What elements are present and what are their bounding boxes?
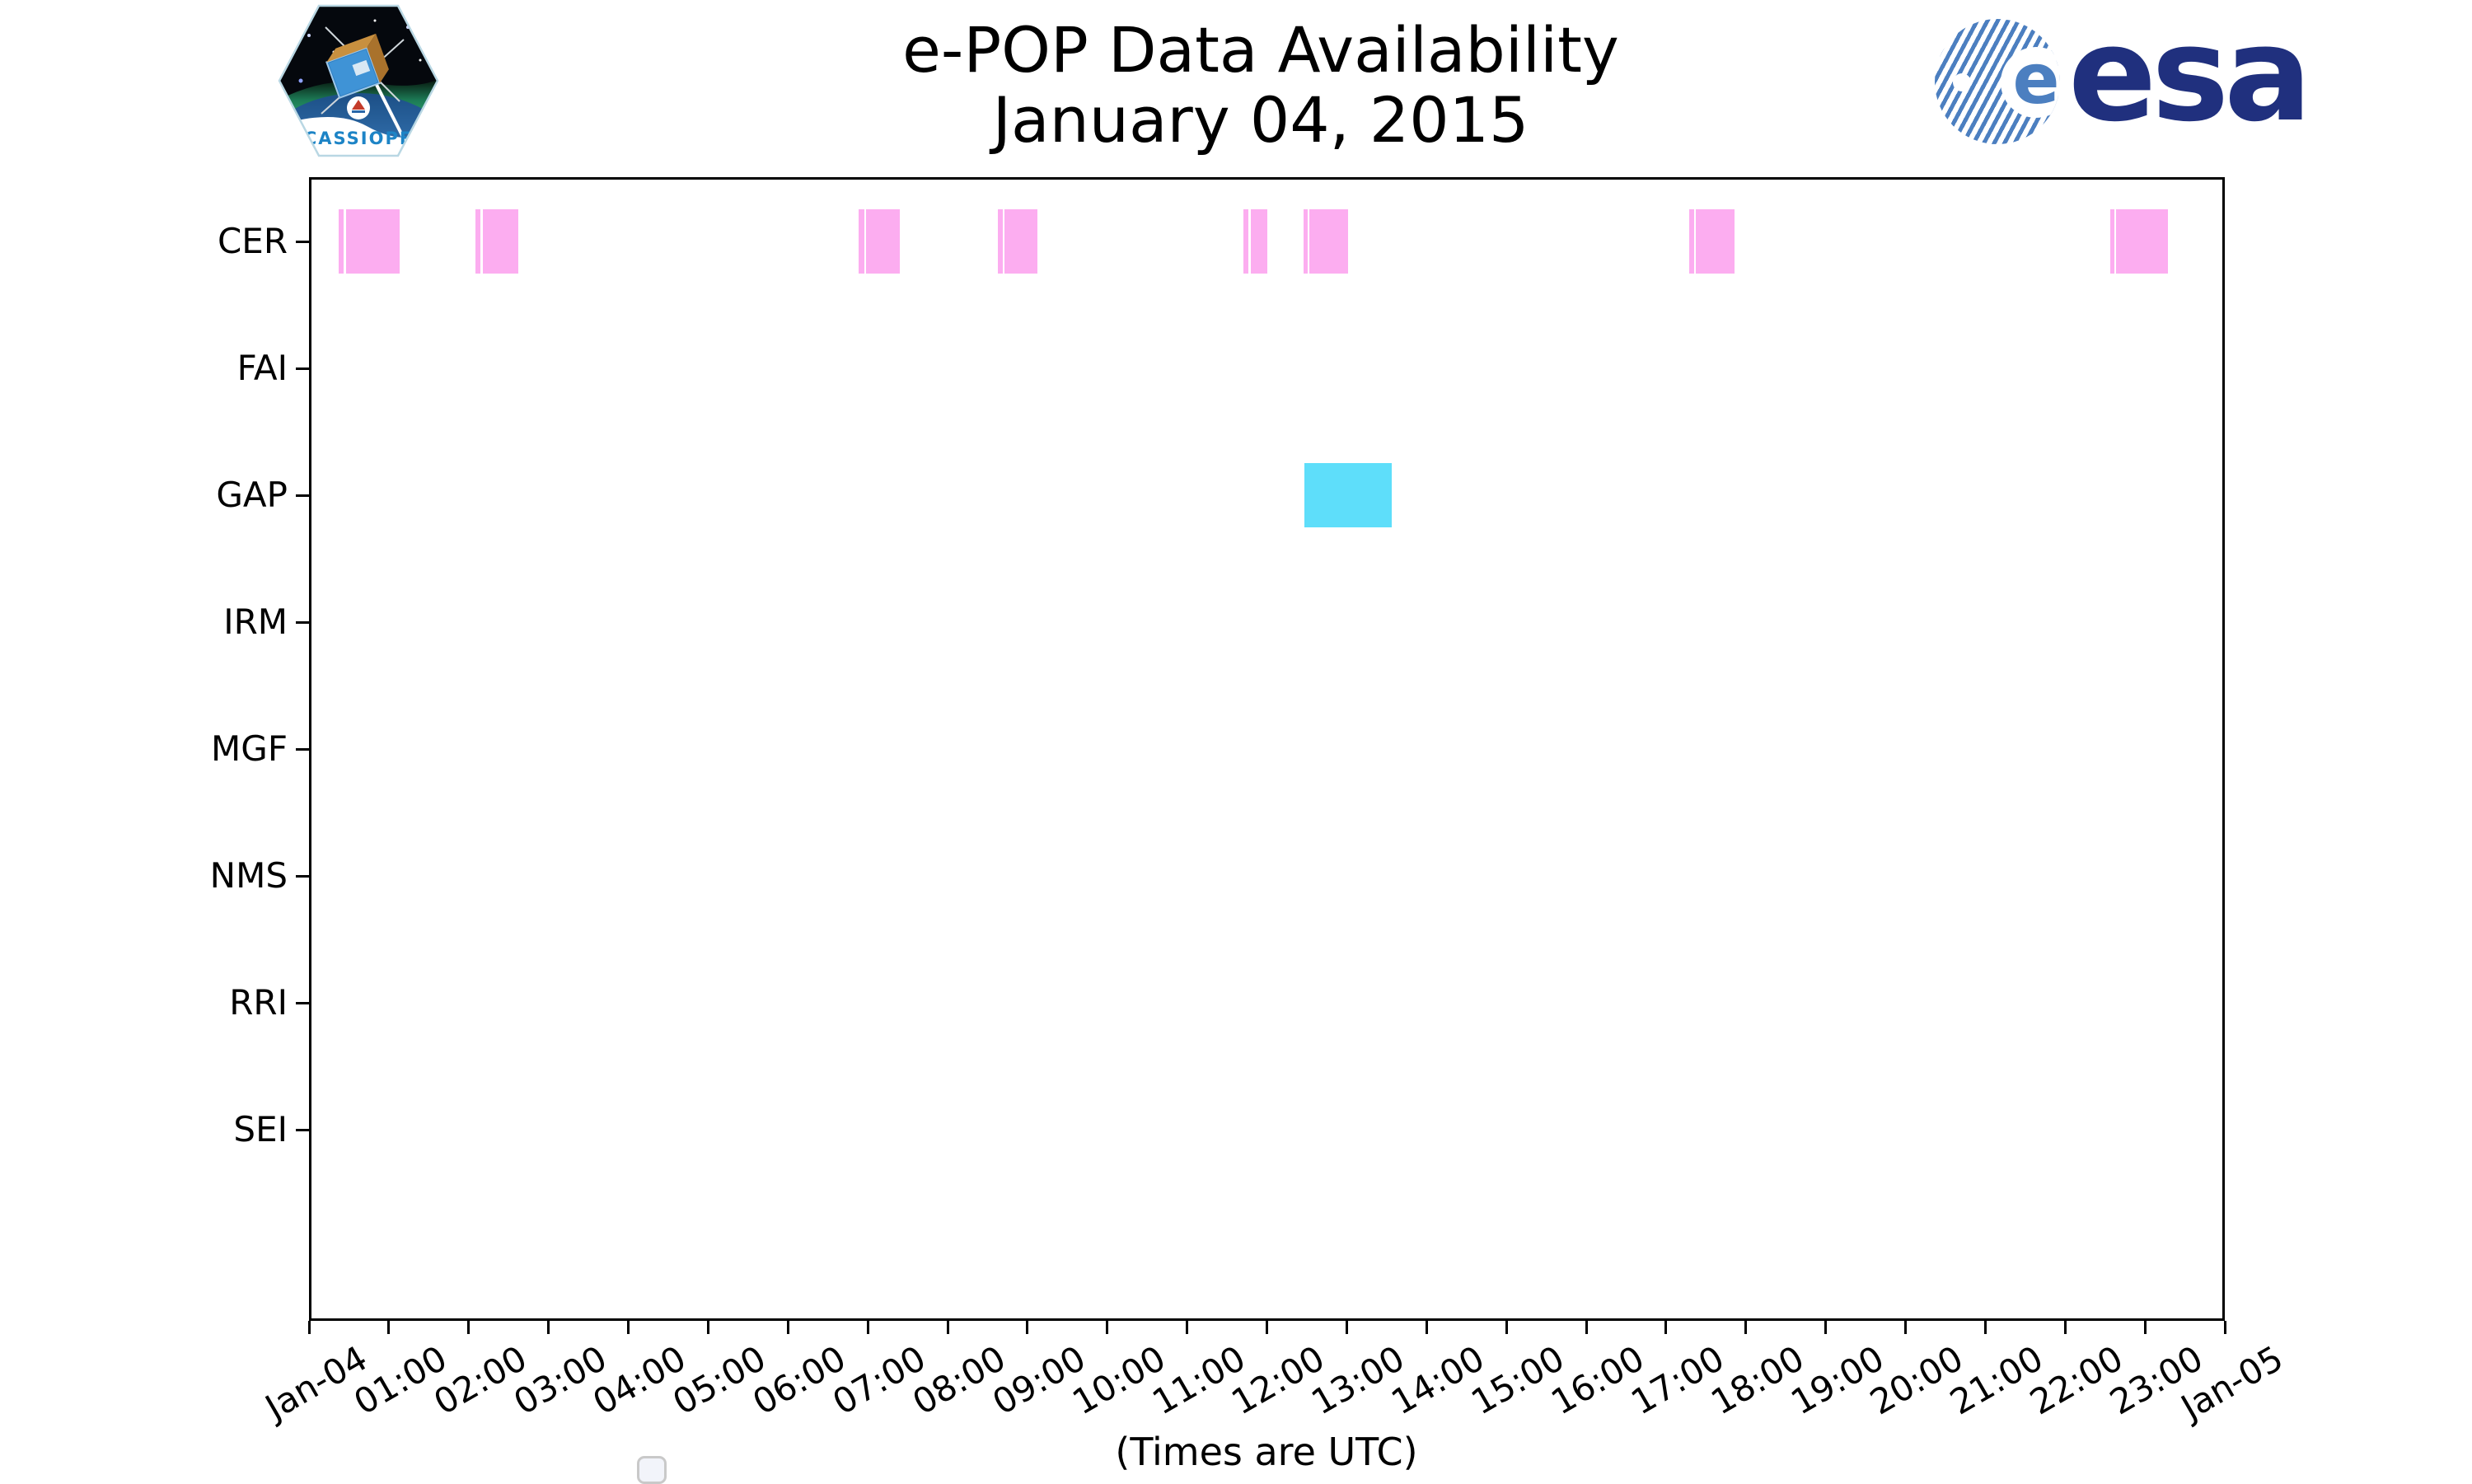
availability-bar-cer (1251, 209, 1268, 274)
availability-bar-cer (1695, 209, 1735, 274)
x-tick-4 (627, 1321, 630, 1334)
availability-bar-cer (998, 209, 1003, 274)
x-tick-0 (307, 1321, 311, 1334)
x-tick-label-2: 02:00 (426, 1337, 534, 1423)
x-tick-label-14: 14:00 (1384, 1337, 1491, 1423)
plot-area (309, 177, 2225, 1484)
x-tick-15 (1505, 1321, 1508, 1334)
availability-bar-cer (858, 209, 865, 274)
x-tick-label-16: 16:00 (1544, 1337, 1651, 1423)
row-label-cer: CER (217, 221, 288, 261)
y-tick-gap (296, 494, 309, 497)
x-tick-label-1: 01:00 (347, 1337, 454, 1423)
esa-wordmark: esa (2068, 0, 2312, 151)
y-tick-nms (296, 874, 309, 878)
availability-bar-cer (483, 209, 518, 274)
cassiope-label: CASSIOPE (304, 129, 413, 148)
x-tick-16 (1585, 1321, 1588, 1334)
availability-bar-cer (1243, 209, 1249, 274)
esa-logo: e esa (1935, 10, 2312, 147)
row-label-fai: FAI (236, 348, 288, 388)
empty-legend-box (637, 1456, 667, 1484)
availability-bar-cer (1688, 209, 1694, 274)
y-tick-fai (296, 367, 309, 370)
row-label-gap: GAP (216, 475, 288, 515)
x-tick-label-17: 17:00 (1624, 1337, 1731, 1423)
x-tick-12 (1266, 1321, 1268, 1334)
y-tick-rri (296, 1001, 309, 1004)
y-tick-cer (296, 240, 309, 243)
x-tick-3 (547, 1321, 550, 1334)
x-tick-label-9: 09:00 (986, 1337, 1093, 1423)
y-tick-irm (296, 620, 309, 624)
chart-title: e-POP Data Availability (902, 13, 1619, 87)
availability-bar-cer (345, 209, 400, 274)
x-tick-11 (1186, 1321, 1189, 1334)
x-tick-label-10: 10:00 (1065, 1337, 1173, 1423)
esa-globe-dot (1953, 73, 1971, 91)
x-tick-label-8: 08:00 (906, 1337, 1013, 1423)
x-tick-10 (1106, 1321, 1109, 1334)
x-tick-20 (1904, 1321, 1907, 1334)
x-tick-label-7: 07:00 (826, 1337, 933, 1423)
availability-bar-cer (866, 209, 900, 274)
x-tick-2 (467, 1321, 471, 1334)
x-axis-title: (Times are UTC) (1115, 1430, 1418, 1474)
availability-bar-cer (2109, 209, 2115, 274)
row-label-mgf: MGF (211, 728, 288, 769)
y-tick-sei (296, 1128, 309, 1131)
x-tick-label-15: 15:00 (1464, 1337, 1571, 1423)
x-tick-label-22: 22:00 (2023, 1337, 2130, 1423)
row-label-rri: RRI (229, 982, 288, 1023)
x-tick-23 (2143, 1321, 2147, 1334)
x-tick-5 (706, 1321, 709, 1334)
x-tick-14 (1425, 1321, 1428, 1334)
x-tick-18 (1744, 1321, 1748, 1334)
esa-globe-icon: e (1935, 19, 2060, 144)
cassiope-patch-icon: CASSIOPE (278, 4, 439, 157)
chart-subtitle-date: January 04, 2015 (992, 83, 1529, 157)
x-tick-19 (1824, 1321, 1828, 1334)
row-label-irm: IRM (223, 602, 288, 642)
x-tick-13 (1345, 1321, 1348, 1334)
availability-bar-cer (1309, 209, 1349, 274)
x-tick-1 (387, 1321, 391, 1334)
esa-e-disc: e (2001, 39, 2060, 119)
x-tick-label-18: 18:00 (1703, 1337, 1811, 1423)
x-tick-24 (2223, 1321, 2226, 1334)
availability-bar-gap (1304, 463, 1392, 527)
availability-bar-cer (1304, 209, 1308, 274)
availability-bar-cer (475, 209, 481, 274)
row-label-nms: NMS (209, 855, 288, 896)
x-tick-9 (1026, 1321, 1029, 1334)
y-tick-mgf (296, 747, 309, 751)
x-tick-17 (1664, 1321, 1668, 1334)
availability-bar-cer (338, 209, 344, 274)
x-tick-21 (1983, 1321, 1987, 1334)
x-tick-8 (946, 1321, 949, 1334)
chart-title-block: e-POP Data Availability January 04, 2015 (902, 15, 1619, 155)
x-tick-label-6: 06:00 (746, 1337, 853, 1423)
row-label-sei: SEI (233, 1109, 288, 1149)
esa-e-glyph: e (2012, 39, 2060, 119)
x-tick-22 (2063, 1321, 2067, 1334)
availability-bar-cer (2116, 209, 2169, 274)
cassiope-mission-patch: CASSIOPE (276, 2, 441, 159)
availability-bar-cer (1004, 209, 1037, 274)
x-tick-7 (866, 1321, 869, 1334)
x-tick-6 (786, 1321, 789, 1334)
